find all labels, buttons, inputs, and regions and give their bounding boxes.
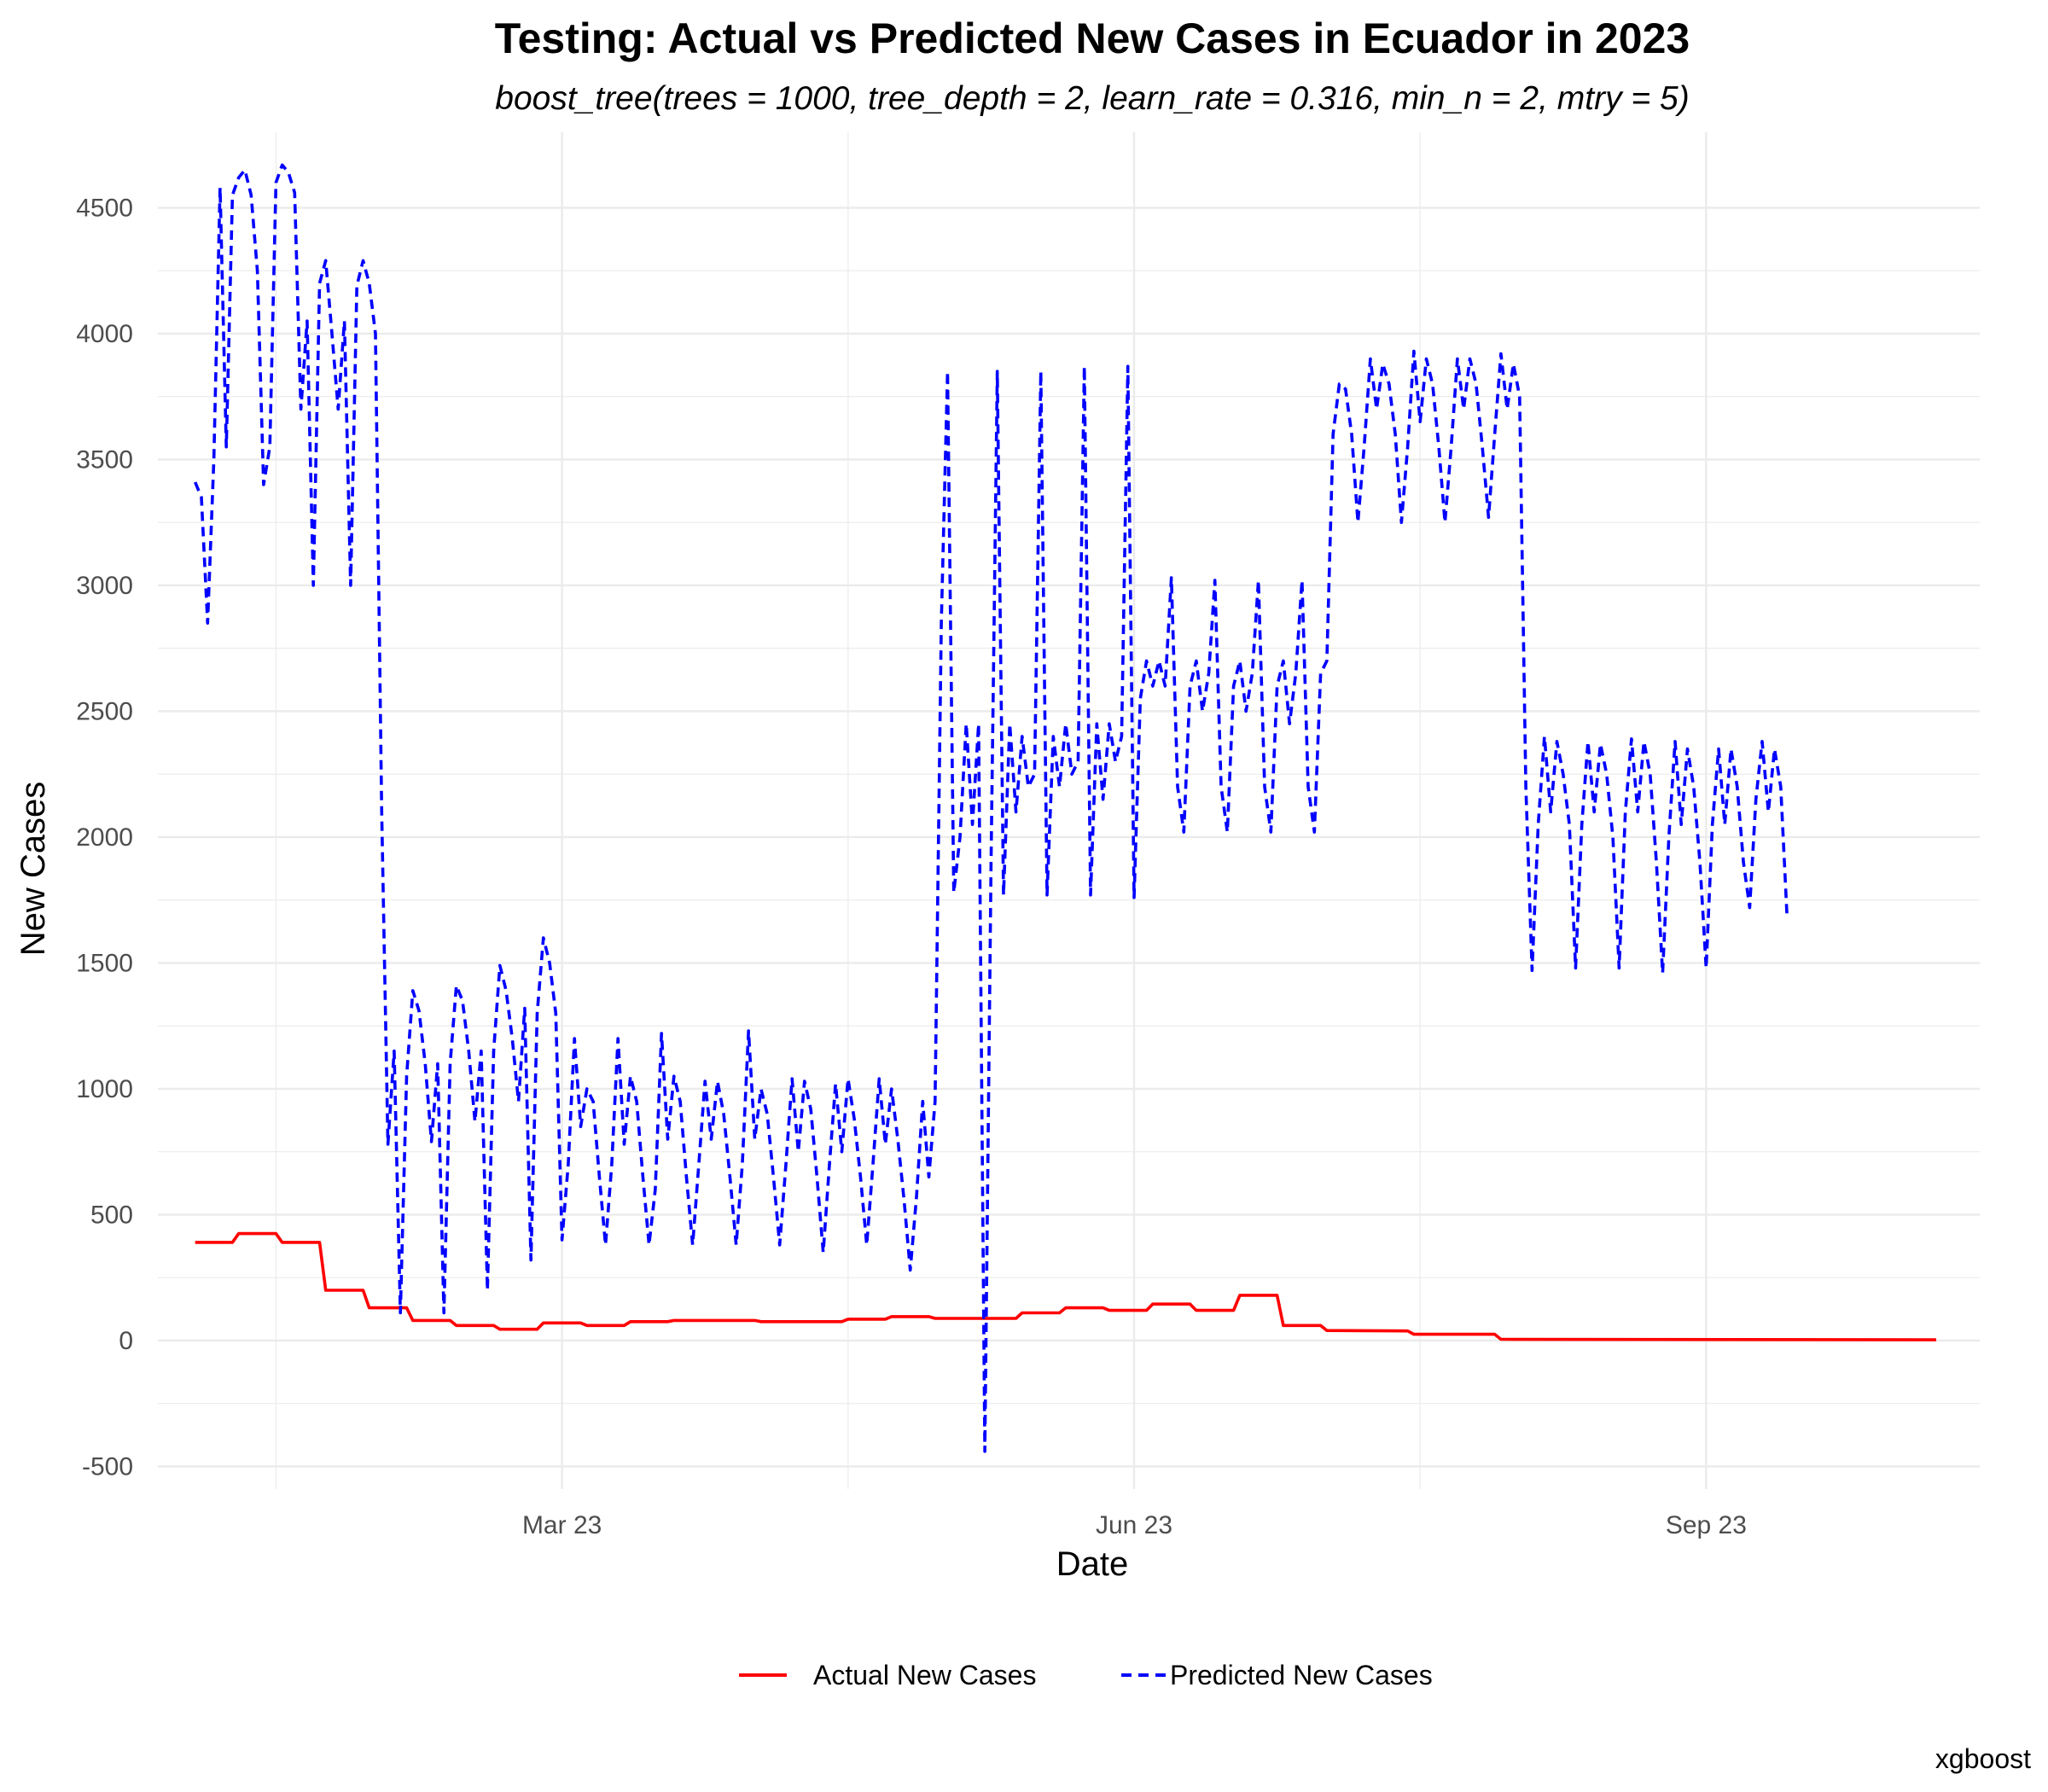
y-tick-label: 4500 (76, 194, 133, 222)
y-axis-title: New Cases (15, 782, 52, 957)
y-tick-label: 3500 (76, 445, 133, 474)
y-tick-label: -500 (82, 1452, 133, 1481)
grid (158, 132, 1980, 1489)
legend: Actual New Cases Predicted New Cases (739, 1660, 1433, 1690)
y-tick-label: 4000 (76, 320, 133, 348)
legend-label-predicted: Predicted New Cases (1170, 1660, 1433, 1690)
x-tick-label: Mar 23 (522, 1511, 602, 1539)
series-line-predicted (194, 163, 1789, 1453)
y-tick-label: 2000 (76, 823, 133, 852)
series-line-actual (195, 1231, 1937, 1341)
plot-series (194, 163, 1937, 1453)
y-tick-label: 1000 (76, 1075, 133, 1103)
y-tick-label: 1500 (76, 949, 133, 977)
y-tick-label: 3000 (76, 572, 133, 600)
y-axis-ticks: -500 0 500 1000 1500 2000 2500 3000 3500 4000 4500 (76, 194, 133, 1481)
y-tick-label: 0 (119, 1327, 133, 1355)
caption: xgboost (1935, 1743, 2031, 1774)
chart-title: Testing: Actual vs Predicted New Cases i… (495, 15, 1690, 62)
x-tick-label: Sep 23 (1666, 1511, 1747, 1539)
x-axis-title: Date (1056, 1545, 1129, 1583)
x-tick-label: Jun 23 (1096, 1511, 1172, 1539)
legend-label-actual: Actual New Cases (813, 1660, 1036, 1690)
x-axis-ticks: Mar 23 Jun 23 Sep 23 (522, 1511, 1747, 1539)
y-tick-label: 500 (90, 1201, 133, 1229)
y-tick-label: 2500 (76, 697, 133, 725)
chart-subtitle: boost_tree(trees = 1000, tree_depth = 2,… (495, 80, 1689, 117)
